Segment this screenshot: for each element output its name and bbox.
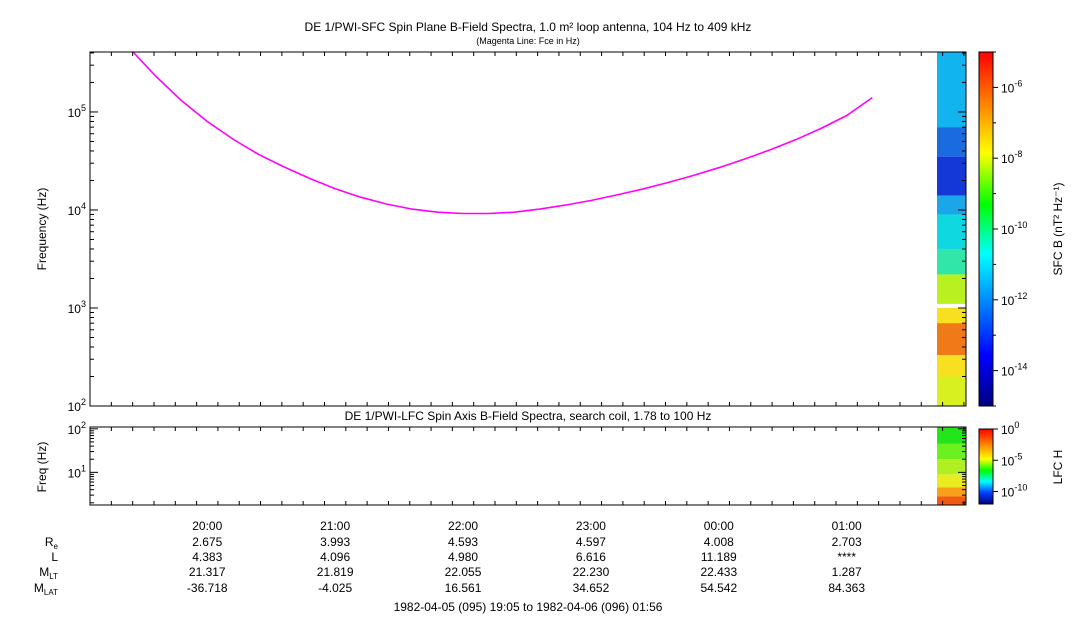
- lfc-title: DE 1/PWI-LFC Spin Axis B-Field Spectra, …: [345, 409, 712, 423]
- sfc-spectrogram-band: [937, 376, 966, 406]
- ephemeris-value: 22.055: [445, 565, 482, 579]
- sfc-spectrogram: [937, 52, 966, 406]
- x-tick-label: 21:00: [320, 519, 350, 533]
- lfc-x-ticks: [110, 427, 965, 505]
- y-tick-label: 103: [68, 299, 86, 316]
- ephemeris-row-label: L: [51, 550, 58, 564]
- ephemeris-value: 4.383: [192, 550, 222, 564]
- y-tick-label: 102: [68, 420, 86, 437]
- sfc-spectrogram-band: [937, 303, 966, 308]
- ephemeris-value: 11.189: [701, 550, 737, 564]
- colorbar-tick-label: 10-5: [1001, 451, 1022, 468]
- sfc-colorbar: [978, 51, 994, 407]
- lfc-spectrogram: [937, 427, 966, 505]
- ephemeris-table: 20:00 21:00 22:00 23:00 00:00 01:00 Re 2.675 3.9…: [34, 519, 865, 597]
- y-tick-label: 104: [68, 201, 86, 218]
- ephemeris-row-label: MLT: [39, 565, 58, 581]
- ephemeris-value: 4.593: [448, 535, 478, 549]
- ephemeris-value: 54.542: [700, 581, 737, 595]
- sfc-ylabel: Frequency (Hz): [35, 188, 49, 271]
- ephemeris-value: 2.675: [192, 535, 222, 549]
- lfc-spectrogram-band: [937, 474, 966, 488]
- sfc-colorbar-ticks: 10-6 10-8 10-10 10-12 10-14: [993, 51, 1027, 407]
- ephemeris-value: 2.703: [832, 535, 862, 549]
- ephemeris-value: 4.008: [704, 535, 734, 549]
- x-tick-label: 20:00: [192, 519, 222, 533]
- time-range: 1982-04-05 (095) 19:05 to 1982-04-06 (09…: [394, 600, 663, 614]
- ephemeris-value: -36.718: [187, 581, 228, 595]
- sfc-spectrogram-band: [937, 156, 966, 196]
- colorbar-tick-label: 10-8: [1001, 149, 1022, 166]
- ephemeris-value: ****: [837, 550, 856, 564]
- y-tick-label: 101: [68, 463, 86, 480]
- lfc-spectrogram-band: [937, 496, 966, 505]
- colorbar-tick-label: 10-10: [1001, 220, 1027, 237]
- sfc-spectrogram-band: [937, 323, 966, 356]
- lfc-spectrogram-band: [937, 459, 966, 475]
- sfc-y-axis: 102 103 104 105: [68, 52, 966, 414]
- sfc-subtitle: (Magenta Line: Fce in Hz): [476, 36, 580, 46]
- ephemeris-value: 16.561: [445, 581, 482, 595]
- ephemeris-value: 22.433: [700, 565, 737, 579]
- ephemeris-value: 34.652: [573, 581, 610, 595]
- ephemeris-value: 4.980: [448, 550, 478, 564]
- x-tick-label: 00:00: [704, 519, 734, 533]
- lfc-colorbar-label: LFC H: [1051, 450, 1065, 485]
- ephemeris-value: 6.616: [576, 550, 606, 564]
- ephemeris-value: 4.597: [576, 535, 606, 549]
- ephemeris-value: 21.317: [189, 565, 226, 579]
- sfc-spectrogram-band: [937, 214, 966, 249]
- colorbar-tick-label: 10-12: [1001, 291, 1027, 308]
- ephemeris-value: 84.363: [828, 581, 865, 595]
- sfc-colorbar-label: SFC B (nT² Hz⁻¹): [1051, 183, 1065, 276]
- x-tick-label: 23:00: [576, 519, 606, 533]
- ephemeris-value: 4.096: [320, 550, 350, 564]
- ephemeris-row-label: MLAT: [34, 581, 58, 597]
- lfc-y-axis: 101 102: [68, 420, 966, 504]
- sfc-spectrogram-band: [937, 52, 966, 128]
- lfc-spectrogram-band: [937, 427, 966, 444]
- sfc-x-ticks: [110, 52, 965, 406]
- lfc-colorbar-ticks: 100 10-5 10-10: [993, 420, 1027, 500]
- y-tick-label: 102: [68, 397, 86, 414]
- x-tick-label: 22:00: [448, 519, 478, 533]
- sfc-spectrogram-band: [937, 195, 966, 215]
- lfc-ylabel: Freq (Hz): [35, 442, 49, 493]
- sfc-spectrogram-band: [937, 355, 966, 377]
- ephemeris-value: 3.993: [320, 535, 350, 549]
- colorbar-tick-label: 10-14: [1001, 362, 1027, 379]
- y-tick-label: 105: [68, 103, 86, 120]
- ephemeris-value: 21.819: [317, 565, 354, 579]
- sfc-spectrogram-band: [937, 248, 966, 275]
- colorbar-tick-label: 10-6: [1001, 78, 1022, 95]
- ephemeris-value: 1.287: [832, 565, 862, 579]
- lfc-spectrogram-band: [937, 487, 966, 497]
- lfc-spectrogram-band: [937, 443, 966, 460]
- sfc-spectrogram-band: [937, 127, 966, 157]
- fce-line: [132, 51, 873, 215]
- lfc-colorbar: [978, 428, 994, 505]
- colorbar-tick-label: 100: [1001, 420, 1019, 437]
- sfc-plot-frame: [89, 51, 967, 407]
- colorbar-tick-label: 10-10: [1001, 483, 1027, 500]
- x-tick-label: 01:00: [832, 519, 862, 533]
- ephemeris-row-label: Re: [45, 535, 59, 551]
- sfc-title: DE 1/PWI-SFC Spin Plane B-Field Spectra,…: [305, 20, 752, 34]
- ephemeris-value: -4.025: [318, 581, 352, 595]
- sfc-spectrogram-band: [937, 274, 966, 304]
- ephemeris-value: 22.230: [573, 565, 610, 579]
- sfc-spectrogram-band: [937, 307, 966, 324]
- lfc-plot-frame: [89, 426, 967, 506]
